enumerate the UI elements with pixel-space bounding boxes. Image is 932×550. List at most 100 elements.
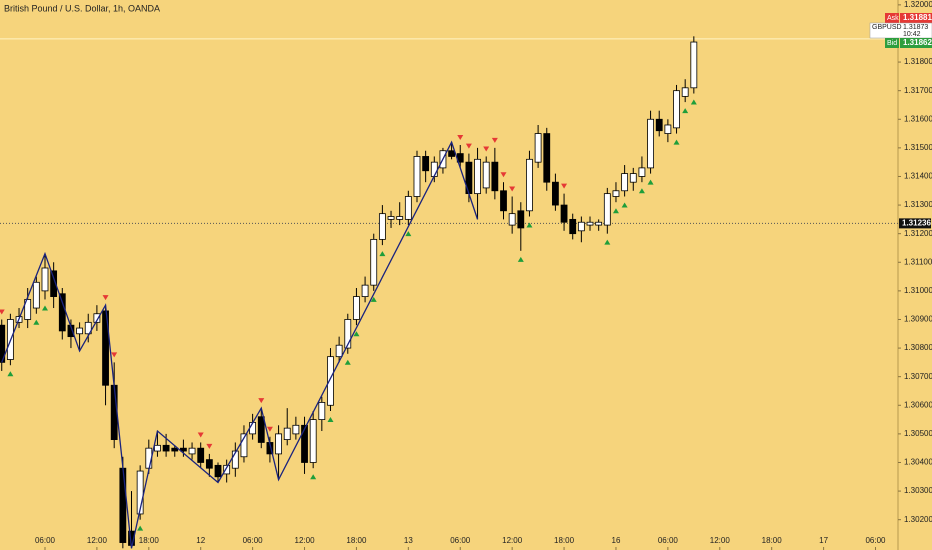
candle-body (214, 464, 222, 478)
y-tick-label: 1.31800 (904, 57, 932, 66)
candle-body (76, 327, 83, 335)
candle-body (283, 427, 291, 440)
down-marker (483, 146, 490, 152)
candle-body (24, 299, 32, 320)
candle-body (301, 424, 308, 463)
candle-body (560, 204, 568, 223)
up-marker (353, 331, 360, 337)
candle-body (361, 284, 369, 297)
y-tick-label: 1.30800 (904, 343, 932, 352)
chart-title: British Pound / U.S. Dollar, 1h, OANDA (4, 3, 160, 13)
y-tick-label: 1.31200 (904, 229, 932, 238)
x-tick-label: 12:00 (295, 536, 316, 545)
candle-body (413, 156, 421, 197)
y-tick-label: 1.31100 (904, 257, 932, 266)
candle-body (491, 161, 499, 192)
x-tick-label: 06:00 (450, 536, 471, 545)
x-tick-label: 17 (819, 536, 828, 545)
up-marker (405, 231, 412, 237)
candle-body (543, 133, 551, 183)
candle-body (482, 161, 490, 189)
up-marker (7, 371, 14, 377)
x-tick-label: 18:00 (139, 536, 160, 545)
quote-price: 1.31873 (903, 24, 928, 31)
candle-body (50, 270, 58, 297)
down-marker (258, 398, 265, 404)
candle-body (41, 267, 49, 292)
candle-body (595, 221, 603, 226)
y-tick-label: 1.31700 (904, 86, 932, 95)
ask-tag: Ask (887, 15, 899, 22)
x-tick-label: 12:00 (502, 536, 523, 545)
candle-body (275, 433, 282, 455)
up-marker (370, 296, 377, 302)
y-tick-label: 1.31400 (904, 172, 932, 181)
candle-body (387, 216, 395, 220)
candle-body (344, 319, 352, 349)
down-marker (197, 432, 204, 438)
up-marker (526, 222, 533, 228)
candle-body (430, 161, 438, 177)
x-tick-label: 06:00 (243, 536, 264, 545)
x-tick-label: 06:00 (35, 536, 56, 545)
candle-body (404, 196, 412, 220)
down-marker (465, 143, 472, 149)
last-price-box (899, 218, 931, 229)
bid-tag-box (885, 38, 899, 48)
x-tick-label: 06:00 (658, 536, 679, 545)
candle-body (690, 41, 698, 89)
candle-body (231, 450, 239, 469)
zigzag-line (1, 140, 479, 549)
candle-body (378, 213, 386, 240)
candle-body (569, 218, 577, 235)
candle-body (223, 464, 231, 475)
x-tick-label: 18:00 (554, 536, 575, 545)
candle-body (353, 296, 360, 320)
up-marker (604, 239, 611, 245)
up-marker (379, 251, 386, 257)
candle-body (534, 133, 542, 163)
down-marker (102, 295, 109, 301)
up-marker (33, 319, 40, 325)
candle-body (621, 173, 629, 192)
y-tick-label: 1.30500 (904, 429, 932, 438)
candle-body (629, 173, 637, 183)
candle-body (110, 384, 118, 440)
y-tick-label: 1.30400 (904, 458, 932, 467)
down-marker (457, 135, 464, 141)
up-marker (621, 202, 628, 208)
candle-body (257, 416, 265, 443)
bid-price: 1.31862 (903, 38, 932, 47)
candle-body (552, 181, 559, 206)
y-tick-label: 1.30700 (904, 372, 932, 381)
x-tick-label: 13 (404, 536, 413, 545)
down-marker (206, 443, 213, 449)
x-tick-label: 12:00 (710, 536, 731, 545)
candle-body (93, 313, 101, 323)
up-marker (638, 188, 645, 194)
y-tick-label: 1.31500 (904, 143, 932, 152)
candle-body (673, 90, 680, 129)
down-marker (500, 172, 507, 178)
candle-body (188, 447, 196, 455)
candle-body (180, 447, 187, 452)
y-tick-label: 1.30300 (904, 486, 932, 495)
up-marker (612, 208, 619, 214)
x-tick-label: 12 (196, 536, 205, 545)
up-marker (327, 416, 334, 422)
candle-body (171, 447, 179, 452)
candle-body (577, 221, 585, 232)
candle-body (655, 118, 663, 132)
up-marker (673, 139, 680, 145)
candle-body (638, 167, 646, 177)
candle-body (370, 238, 378, 286)
quote-symbol: GBPUSD (872, 24, 902, 31)
candle-body (647, 118, 654, 169)
candle-body (327, 356, 334, 406)
candle-body (197, 447, 205, 463)
candle-body (136, 470, 144, 515)
candle-body (681, 87, 689, 97)
down-marker (561, 183, 568, 189)
x-tick-label: 12:00 (87, 536, 108, 545)
y-tick-label: 1.32000 (904, 0, 932, 9)
